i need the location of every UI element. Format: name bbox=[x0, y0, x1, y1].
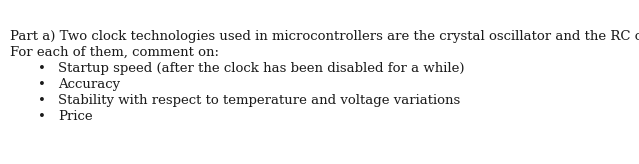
Text: Stability with respect to temperature and voltage variations: Stability with respect to temperature an… bbox=[58, 94, 460, 107]
Text: Price: Price bbox=[58, 110, 93, 123]
Text: For each of them, comment on:: For each of them, comment on: bbox=[10, 46, 219, 59]
Text: •: • bbox=[38, 62, 46, 75]
Text: •: • bbox=[38, 110, 46, 123]
Text: •: • bbox=[38, 94, 46, 107]
Text: •: • bbox=[38, 78, 46, 91]
Text: Part a) Two clock technologies used in microcontrollers are the crystal oscillat: Part a) Two clock technologies used in m… bbox=[10, 30, 639, 43]
Text: Startup speed (after the clock has been disabled for a while): Startup speed (after the clock has been … bbox=[58, 62, 465, 75]
Text: Accuracy: Accuracy bbox=[58, 78, 120, 91]
